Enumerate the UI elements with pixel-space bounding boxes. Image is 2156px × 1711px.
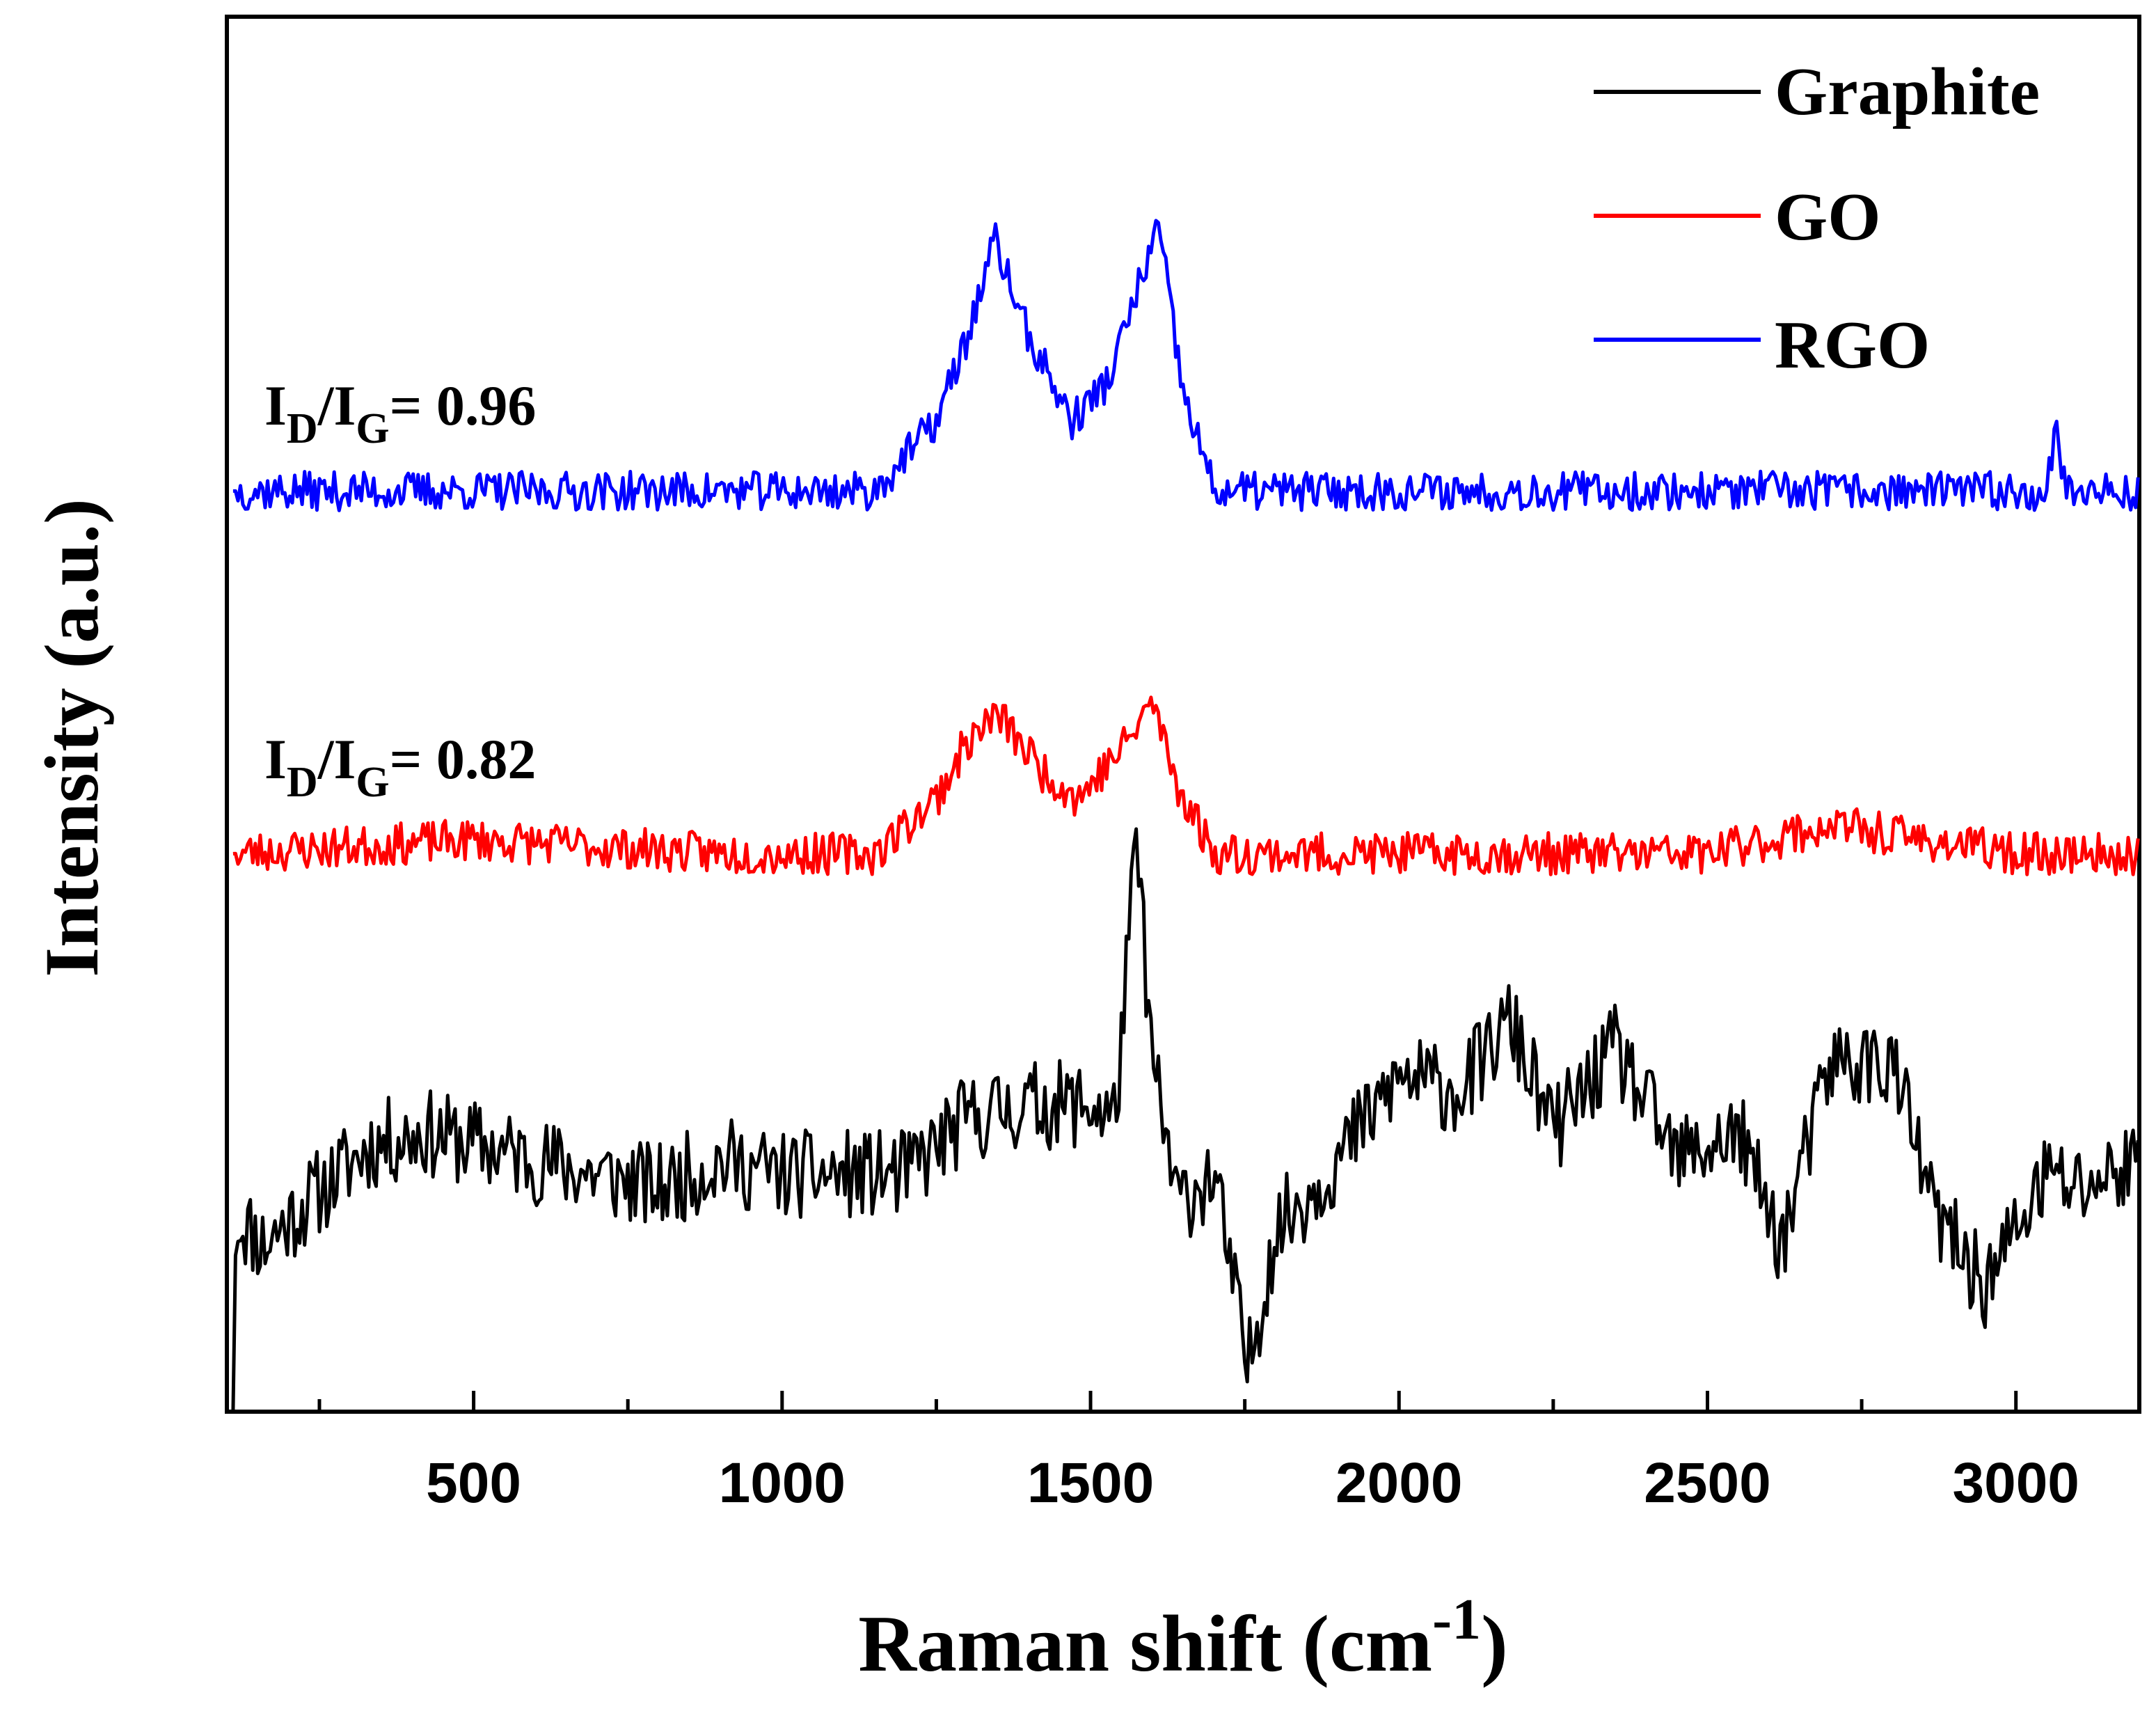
x-tick-label: 500 — [426, 1451, 521, 1515]
legend-label-go: GO — [1775, 180, 1880, 255]
x-tick-label: 2500 — [1644, 1451, 1770, 1515]
x-tick-label: 3000 — [1952, 1451, 2079, 1515]
x-axis-title: Raman shift (cm-1) — [858, 1587, 1507, 1689]
x-tick-layer: 500 1000 1500 2000 2500 3000 — [317, 1391, 2079, 1515]
x-tick-label: 2000 — [1335, 1451, 1462, 1515]
series-line-go — [232, 695, 2140, 876]
x-tick-label: 1000 — [719, 1451, 846, 1515]
legend-label-rgo: RGO — [1775, 308, 1930, 383]
plot-frame — [225, 15, 2141, 1414]
series-line-graphite — [231, 827, 2140, 1412]
x-tick-label: 1500 — [1027, 1451, 1154, 1515]
legend: Graphite GO RGO — [1594, 54, 2040, 383]
annotation-rgo-ratio: ID/IG= 0.96 — [264, 374, 536, 452]
legend-label-graphite: Graphite — [1775, 54, 2040, 129]
series-line-rgo — [232, 219, 2140, 512]
annotation-go-ratio: ID/IG= 0.82 — [264, 727, 536, 806]
series-layer — [231, 219, 2140, 1412]
y-axis-title: Intensity (a.u.) — [29, 498, 114, 977]
